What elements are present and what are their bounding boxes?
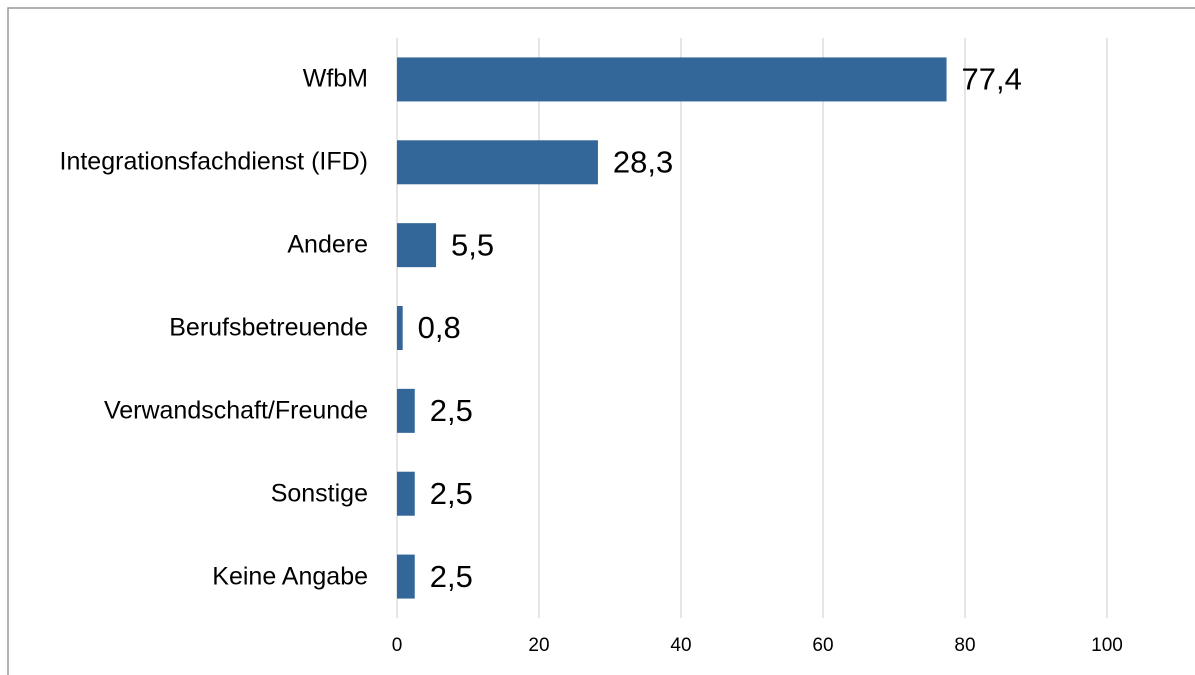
y-tick-label: Berufsbetreuende [169, 313, 368, 342]
value-label: 2,5 [430, 559, 473, 594]
x-tick-label: 60 [812, 635, 833, 656]
x-tick-label: 0 [392, 635, 403, 656]
y-tick-label: Integrationsfachdienst (IFD) [59, 147, 368, 176]
bar [397, 223, 437, 268]
x-tick-label: 100 [1091, 635, 1123, 656]
y-tick-label: Keine Angabe [212, 562, 368, 591]
bar [397, 57, 947, 102]
bar [397, 140, 598, 185]
value-label: 5,5 [451, 227, 494, 262]
y-tick-label: WfbM [302, 64, 368, 93]
frame [7, 7, 1195, 675]
value-label: 77,4 [962, 62, 1022, 97]
value-label: 2,5 [430, 476, 473, 511]
y-tick-label: Andere [287, 230, 368, 259]
bar [397, 306, 403, 350]
y-tick-label: Sonstige [270, 479, 368, 508]
value-label: 0,8 [418, 310, 461, 345]
bar [397, 388, 415, 433]
value-label: 28,3 [613, 144, 673, 179]
x-tick-label: 80 [954, 635, 975, 656]
x-tick-label: 40 [670, 635, 691, 656]
value-label: 2,5 [430, 393, 473, 428]
bar [397, 471, 415, 516]
y-tick-label: Verwandschaft/Freunde [103, 396, 368, 425]
x-tick-label: 20 [528, 635, 549, 656]
bar [397, 554, 415, 599]
